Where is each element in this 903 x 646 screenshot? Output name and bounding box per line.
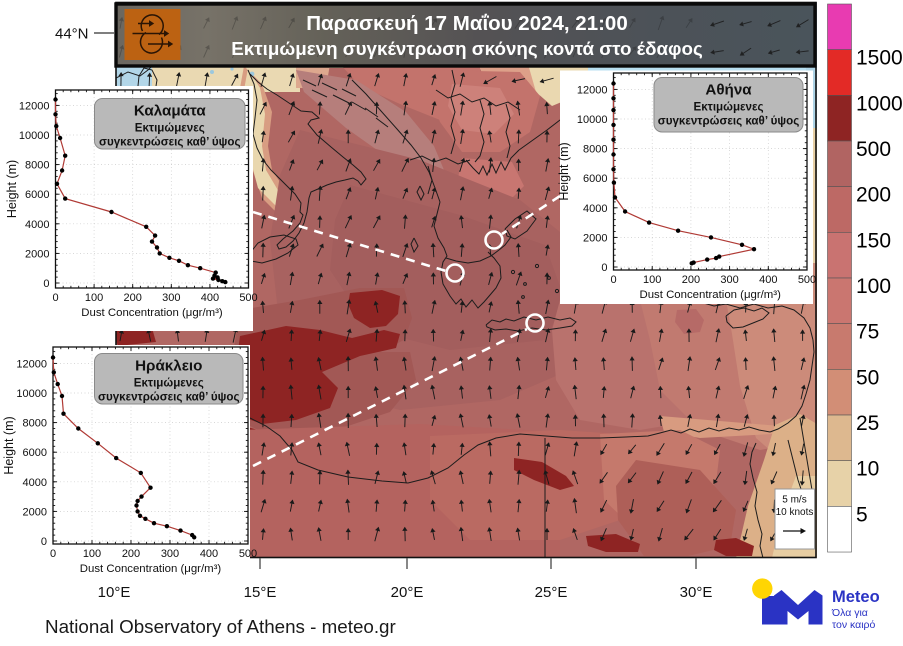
- svg-text:500: 500: [856, 138, 891, 161]
- svg-text:300: 300: [720, 274, 738, 286]
- svg-text:25°E: 25°E: [535, 584, 568, 601]
- svg-text:Εκτιμώμενες: Εκτιμώμενες: [135, 122, 205, 135]
- svg-text:25: 25: [856, 412, 879, 435]
- svg-text:2000: 2000: [25, 248, 49, 260]
- svg-text:100: 100: [643, 274, 661, 286]
- svg-text:5: 5: [856, 503, 868, 526]
- svg-text:Dust Concentration (μgr/m³): Dust Concentration (μgr/m³): [80, 563, 222, 575]
- svg-text:Αθήνα: Αθήνα: [705, 82, 752, 99]
- svg-text:National Observatory of Athens: National Observatory of Athens - meteo.g…: [45, 616, 396, 637]
- svg-text:12000: 12000: [577, 84, 608, 96]
- svg-text:100: 100: [856, 275, 891, 298]
- svg-text:0: 0: [41, 536, 47, 548]
- svg-text:75: 75: [856, 321, 879, 344]
- svg-text:Meteo: Meteo: [832, 588, 880, 606]
- svg-text:30°E: 30°E: [680, 584, 713, 601]
- svg-text:400: 400: [201, 292, 219, 304]
- svg-text:400: 400: [759, 274, 777, 286]
- svg-text:4000: 4000: [583, 203, 607, 215]
- svg-text:500: 500: [798, 274, 816, 286]
- svg-text:1500: 1500: [856, 47, 903, 70]
- svg-text:0: 0: [610, 274, 616, 286]
- svg-text:1000: 1000: [856, 92, 903, 115]
- svg-text:Dust Concentration (μgr/m³): Dust Concentration (μgr/m³): [81, 307, 223, 319]
- svg-text:200: 200: [122, 548, 140, 560]
- svg-text:10000: 10000: [577, 114, 608, 126]
- svg-text:Όλα για: Όλα για: [831, 607, 868, 619]
- svg-text:0: 0: [43, 278, 49, 290]
- svg-text:8000: 8000: [583, 144, 607, 156]
- svg-text:Καλαμάτα: Καλαμάτα: [134, 103, 207, 120]
- svg-text:8000: 8000: [23, 418, 47, 430]
- svg-text:0: 0: [50, 548, 56, 560]
- svg-text:10000: 10000: [16, 388, 47, 400]
- svg-text:0: 0: [52, 292, 58, 304]
- svg-text:44°N: 44°N: [55, 26, 89, 43]
- svg-text:συγκεντρώσεις καθ’ ύψος: συγκεντρώσεις καθ’ ύψος: [98, 391, 239, 404]
- svg-text:Εκτιμώμενες: Εκτιμώμενες: [693, 101, 763, 114]
- svg-text:20°E: 20°E: [391, 584, 424, 601]
- svg-text:300: 300: [162, 292, 180, 304]
- svg-text:Height (m): Height (m): [2, 416, 16, 474]
- svg-text:10 knots: 10 knots: [776, 507, 814, 518]
- svg-text:4000: 4000: [25, 219, 49, 231]
- svg-text:400: 400: [200, 548, 218, 560]
- svg-text:10: 10: [856, 458, 879, 481]
- svg-text:Εκτιμώμενη συγκέντρωση σκόνης: Εκτιμώμενη συγκέντρωση σκόνης κοντά στο …: [231, 38, 703, 59]
- svg-text:6000: 6000: [583, 173, 607, 185]
- svg-text:100: 100: [85, 292, 103, 304]
- svg-text:Εκτιμώμενες: Εκτιμώμενες: [134, 377, 204, 390]
- svg-text:2000: 2000: [23, 506, 47, 518]
- svg-text:Dust Concentration (μgr/m³): Dust Concentration (μgr/m³): [639, 289, 781, 301]
- svg-text:συγκεντρώσεις καθ’ ύψος: συγκεντρώσεις καθ’ ύψος: [658, 115, 799, 128]
- svg-text:4000: 4000: [23, 477, 47, 489]
- svg-text:8000: 8000: [25, 160, 49, 172]
- svg-text:Ηράκλειο: Ηράκλειο: [135, 358, 202, 375]
- svg-text:συγκεντρώσεις καθ’ ύψος: συγκεντρώσεις καθ’ ύψος: [99, 136, 240, 149]
- svg-text:300: 300: [161, 548, 179, 560]
- svg-text:200: 200: [856, 184, 891, 207]
- svg-text:12000: 12000: [19, 100, 50, 112]
- svg-text:200: 200: [124, 292, 142, 304]
- svg-text:500: 500: [239, 548, 257, 560]
- svg-text:200: 200: [682, 274, 700, 286]
- svg-text:150: 150: [856, 229, 891, 252]
- svg-text:10000: 10000: [19, 130, 50, 142]
- svg-text:Height (m): Height (m): [557, 142, 571, 200]
- svg-text:0: 0: [601, 262, 607, 274]
- svg-text:10°E: 10°E: [98, 584, 131, 601]
- svg-text:Height (m): Height (m): [5, 160, 19, 218]
- svg-text:2000: 2000: [583, 232, 607, 244]
- svg-text:Παρασκευή 17 Μαΐου 2024, 21:: Παρασκευή 17 Μαΐου 2024, 21:00: [306, 12, 627, 35]
- svg-text:6000: 6000: [25, 189, 49, 201]
- svg-text:12000: 12000: [16, 358, 47, 370]
- svg-text:50: 50: [856, 366, 879, 389]
- svg-text:6000: 6000: [23, 447, 47, 459]
- svg-text:100: 100: [83, 548, 101, 560]
- svg-text:15°E: 15°E: [244, 584, 277, 601]
- svg-text:5 m/s: 5 m/s: [782, 495, 806, 506]
- svg-text:τον καιρό: τον καιρό: [832, 619, 876, 631]
- svg-text:500: 500: [239, 292, 257, 304]
